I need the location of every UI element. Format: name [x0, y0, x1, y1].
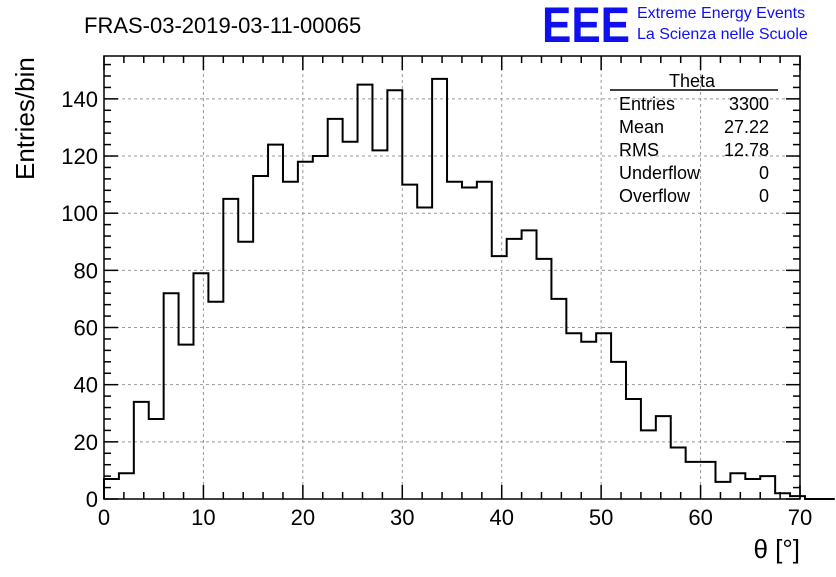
eee-logo: EEE Extreme Energy Events La Scienza nel…: [542, 0, 808, 53]
stats-row-value: 27.22: [724, 117, 769, 137]
logo-line1: Extreme Energy Events: [637, 5, 805, 22]
stats-title: Theta: [669, 71, 716, 91]
y-tick-label: 40: [74, 373, 98, 398]
histogram-bin: [701, 462, 716, 499]
stats-rows: Entries 3300 Mean 27.22 RMS 12.78 Underflow 0 Ov…: [619, 94, 769, 206]
histogram-bin: [134, 402, 149, 499]
histogram-bin: [104, 479, 119, 499]
histogram-bin: [537, 259, 552, 499]
stats-row-label: Overflow: [619, 186, 691, 206]
stats-row-label: RMS: [619, 140, 659, 160]
histogram-bin: [730, 473, 745, 499]
histogram-bin: [193, 273, 208, 499]
chart-title: FRAS-03-2019-03-11-00065: [84, 13, 361, 38]
x-tick-label: 20: [291, 505, 315, 530]
histogram-bin: [656, 416, 671, 499]
histogram-bin: [611, 362, 626, 499]
histogram-bin: [387, 90, 402, 499]
histogram-bin: [760, 476, 775, 499]
y-tick-label: 0: [86, 487, 98, 512]
histogram-bin: [119, 473, 134, 499]
y-tick-label: 100: [61, 201, 98, 226]
histogram-bin: [343, 142, 358, 499]
histogram-bin: [447, 182, 462, 499]
x-tick-label: 10: [191, 505, 215, 530]
logo-line2: La Scienza nelle Scuole: [637, 26, 808, 43]
histogram-bin: [268, 145, 283, 499]
histogram-bin: [551, 299, 566, 499]
x-tick-label: 30: [390, 505, 414, 530]
y-tick-label: 60: [74, 316, 98, 341]
x-tick-label: 60: [688, 505, 712, 530]
histogram-bin: [208, 302, 223, 499]
histogram-bin: [492, 256, 507, 499]
histogram-bin: [507, 239, 522, 499]
histogram-bin: [238, 242, 253, 499]
y-tick-label: 80: [74, 258, 98, 283]
histogram-bin: [522, 230, 537, 499]
x-tick-label: 70: [788, 505, 812, 530]
histogram-bin: [671, 448, 686, 499]
histogram-outline: [103, 77, 835, 500]
y-axis-label: Entries/bin: [10, 57, 40, 180]
histogram-bin: [626, 399, 641, 499]
x-tick-label: 40: [489, 505, 513, 530]
histogram-bin: [477, 182, 492, 499]
x-tick-label: 50: [589, 505, 613, 530]
histogram-bin: [358, 85, 373, 499]
stats-box: Theta Entries 3300 Mean 27.22 RMS 12.78 Underf…: [610, 71, 778, 206]
histogram-bin: [596, 333, 611, 499]
tick-label-layer: 0 10 20 30 40 50 60 70 0 20 40 60 80 100 120 140: [61, 87, 812, 530]
plot-frame: [103, 55, 801, 500]
histogram-bin: [149, 419, 164, 499]
stats-row-value: 12.78: [724, 140, 769, 160]
histogram-bin: [298, 162, 313, 499]
histogram-bin: [372, 150, 387, 499]
logo-mark: EEE: [542, 0, 630, 53]
histogram-bin: [641, 430, 656, 499]
histogram-bin: [432, 79, 447, 499]
histogram-bin: [715, 482, 730, 499]
y-tick-label: 120: [61, 144, 98, 169]
histogram-bin: [223, 199, 238, 499]
stats-row-value: 3300: [729, 94, 769, 114]
histogram-bin: [164, 293, 179, 499]
x-tick-label: 0: [98, 505, 110, 530]
histogram-bin: [402, 185, 417, 499]
stats-row-label: Mean: [619, 117, 664, 137]
y-tick-label: 140: [61, 87, 98, 112]
histogram-layer: [103, 77, 835, 500]
stats-row-label: Underflow: [619, 163, 701, 183]
histogram-bin: [417, 207, 432, 499]
histogram-bin: [462, 187, 477, 499]
y-tick-label: 20: [74, 430, 98, 455]
x-axis-label: θ [°]: [753, 534, 800, 564]
histogram-bin: [179, 345, 194, 499]
stats-row-value: 0: [759, 163, 769, 183]
histogram-bin: [745, 479, 760, 499]
histogram-bin: [686, 462, 701, 499]
histogram-bin: [581, 342, 596, 499]
histogram-bin: [283, 182, 298, 499]
stats-row-label: Entries: [619, 94, 675, 114]
histogram-bin: [566, 333, 581, 499]
tick-layer: [103, 56, 801, 500]
histogram-bin: [253, 176, 268, 499]
stats-row-value: 0: [759, 186, 769, 206]
